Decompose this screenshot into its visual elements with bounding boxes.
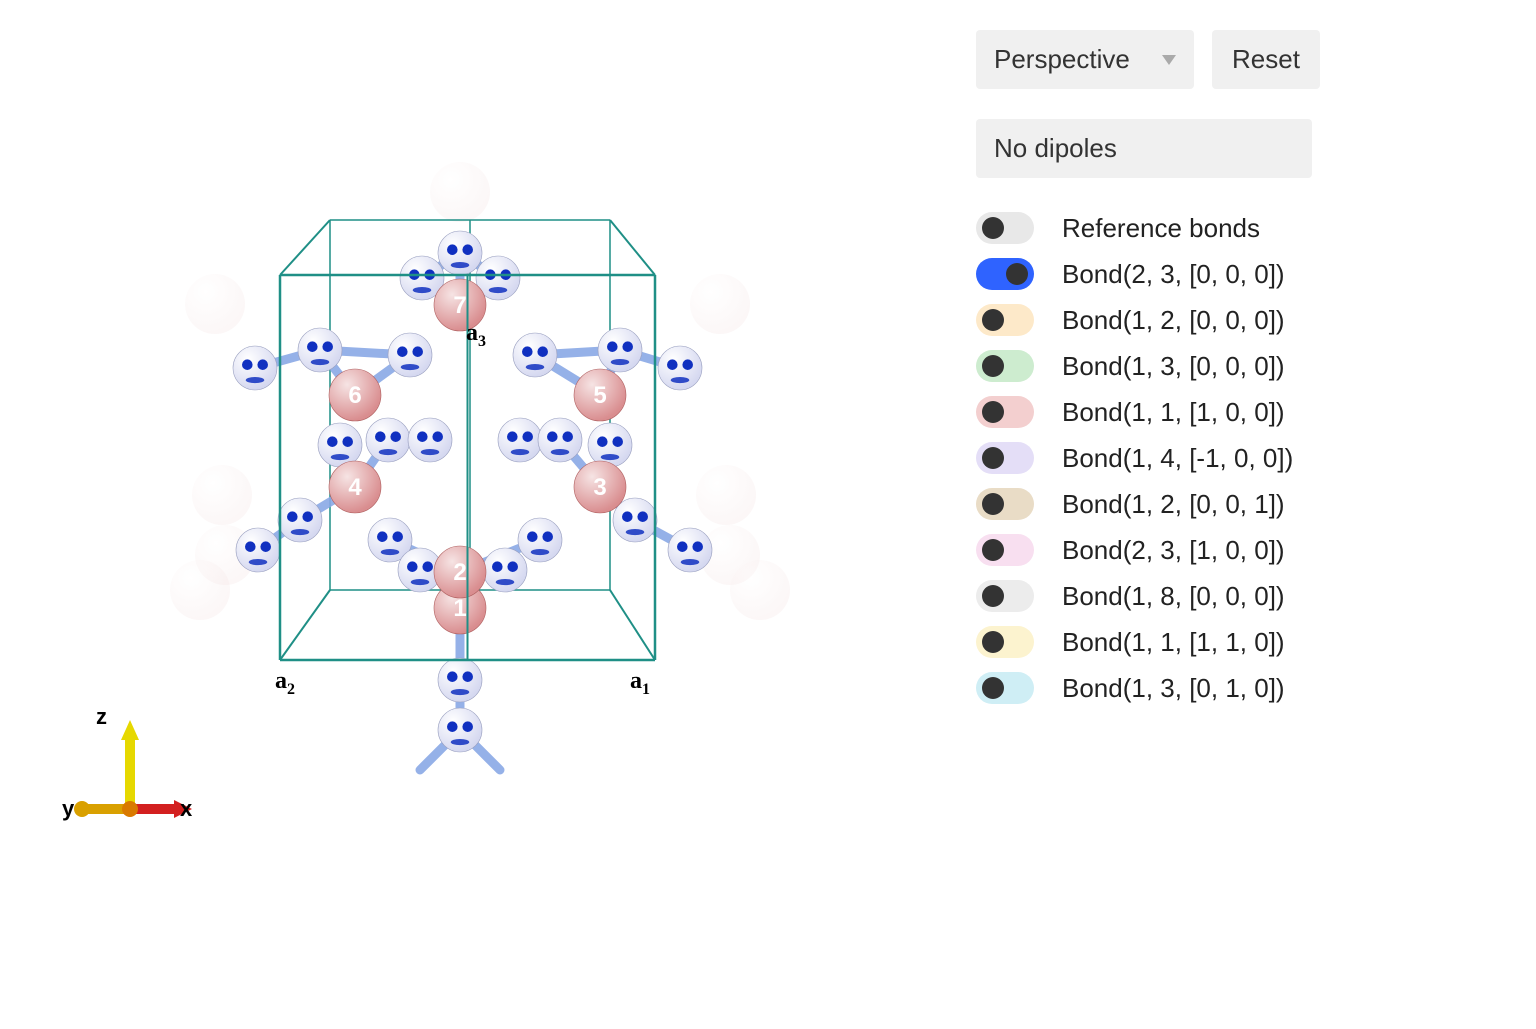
axis-label-x: x [180,796,192,822]
bond-toggle-label: Bond(2, 3, [0, 0, 0]) [1062,259,1285,290]
projection-select-label: Perspective [994,44,1130,75]
bond-toggle-label: Bond(1, 1, [1, 0, 0]) [1062,397,1285,428]
controls-panel: Perspective Reset No dipoles Reference b… [976,30,1516,704]
bond-toggle-row: Bond(1, 2, [0, 0, 0]) [976,304,1516,336]
bond-toggle[interactable] [976,488,1034,520]
cell-label-a2: a2 [275,668,295,699]
cell-label-a1: a1 [630,668,650,699]
svg-text:7: 7 [453,292,466,319]
projection-select[interactable]: Perspective [976,30,1194,89]
svg-text:4: 4 [348,474,362,501]
bond-toggle-row: Bond(2, 3, [1, 0, 0]) [976,534,1516,566]
bond-toggle-label: Bond(1, 3, [0, 0, 0]) [1062,351,1285,382]
bond-toggle-row: Bond(1, 8, [0, 0, 0]) [976,580,1516,612]
svg-text:6: 6 [348,382,361,409]
bond-toggle[interactable] [976,580,1034,612]
bond-toggle[interactable] [976,304,1034,336]
bond-toggle-label: Bond(1, 1, [1, 1, 0]) [1062,627,1285,658]
bond-toggle-row: Bond(1, 1, [1, 1, 0]) [976,626,1516,658]
scene-svg: 1 2 3 4 5 6 7 [0,0,970,1024]
bond-toggle[interactable] [976,626,1034,658]
axis-orientation-widget[interactable]: x y z [60,704,200,844]
bond-toggle[interactable] [976,672,1034,704]
dipoles-select-label: No dipoles [994,133,1117,164]
reset-button[interactable]: Reset [1212,30,1320,89]
bond-toggle-row: Bond(1, 3, [0, 1, 0]) [976,672,1516,704]
bond-toggle-row: Bond(2, 3, [0, 0, 0]) [976,258,1516,290]
svg-text:5: 5 [593,382,606,409]
bond-toggle[interactable] [976,442,1034,474]
bond-toggle-label: Bond(1, 3, [0, 1, 0]) [1062,673,1285,704]
bond-toggle-row: Reference bonds [976,212,1516,244]
bond-toggle-row: Bond(1, 1, [1, 0, 0]) [976,396,1516,428]
bond-toggle[interactable] [976,350,1034,382]
axis-label-z: z [96,704,107,730]
bond-toggle[interactable] [976,396,1034,428]
axis-label-y: y [62,796,74,822]
cell-label-a3: a3 [466,320,486,351]
bond-toggle-row: Bond(1, 2, [0, 0, 1]) [976,488,1516,520]
bond-toggle-label: Bond(1, 2, [0, 0, 0]) [1062,305,1285,336]
bond-toggle-row: Bond(1, 3, [0, 0, 0]) [976,350,1516,382]
bond-toggle[interactable] [976,258,1034,290]
svg-text:1: 1 [453,595,466,622]
crystal-viewport[interactable]: 1 2 3 4 5 6 7 a1 a2 a3 x y z [0,0,970,1024]
bond-toggle-label: Reference bonds [1062,213,1260,244]
chevron-down-icon [1162,55,1176,65]
bond-toggle-label: Bond(1, 2, [0, 0, 1]) [1062,489,1285,520]
bond-toggle-list: Reference bonds Bond(2, 3, [0, 0, 0]) Bond… [976,198,1516,704]
bond-toggle[interactable] [976,212,1034,244]
bond-toggle[interactable] [976,534,1034,566]
svg-text:3: 3 [593,474,606,501]
svg-text:2: 2 [453,559,466,586]
bond-toggle-row: Bond(1, 4, [-1, 0, 0]) [976,442,1516,474]
dipoles-select[interactable]: No dipoles [976,119,1312,178]
bond-toggle-label: Bond(2, 3, [1, 0, 0]) [1062,535,1285,566]
bond-toggle-label: Bond(1, 8, [0, 0, 0]) [1062,581,1285,612]
bond-toggle-label: Bond(1, 4, [-1, 0, 0]) [1062,443,1293,474]
